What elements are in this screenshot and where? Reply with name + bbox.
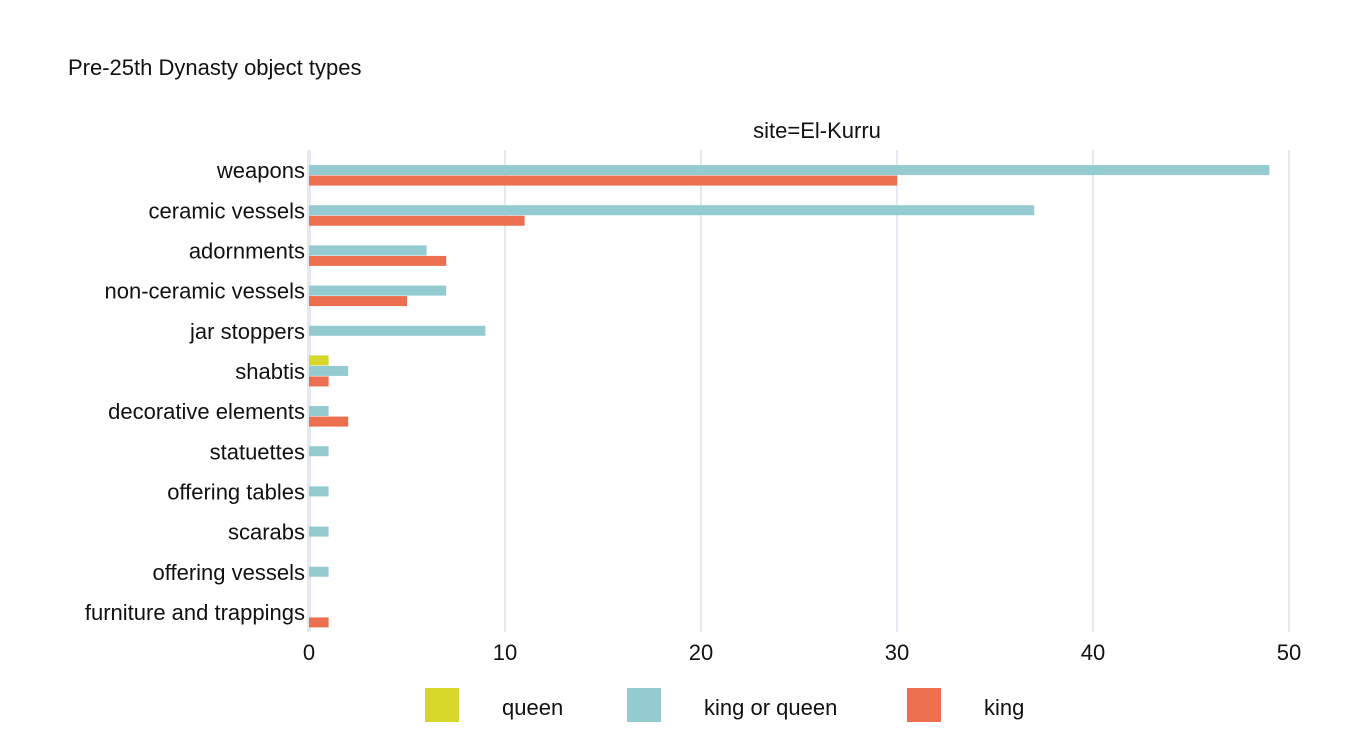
legend[interactable]: queen king or queen king: [425, 688, 1024, 722]
bar[interactable]: [309, 526, 329, 537]
bar[interactable]: [309, 325, 486, 336]
facet-label: site=El-Kurru: [753, 118, 881, 143]
bar[interactable]: [309, 175, 897, 186]
category-label: furniture and trappings: [85, 600, 305, 625]
bar[interactable]: [309, 165, 1270, 176]
x-tick-label: 20: [689, 640, 713, 665]
category-label: weapons: [216, 158, 305, 183]
bar[interactable]: [309, 205, 1035, 216]
bar[interactable]: [309, 296, 407, 307]
category-label: scarabs: [228, 520, 305, 545]
bar[interactable]: [309, 376, 329, 387]
category-label: shabtis: [235, 359, 305, 384]
category-labels: weapons ceramic vessels adornments non-cera…: [85, 158, 305, 625]
bar[interactable]: [309, 245, 427, 256]
legend-swatch: [425, 688, 459, 722]
category-label: jar stoppers: [189, 319, 305, 344]
x-tick-label: 30: [885, 640, 909, 665]
bar[interactable]: [309, 566, 329, 577]
category-label: ceramic vessels: [149, 198, 305, 223]
bar[interactable]: [309, 617, 329, 628]
category-label: offering vessels: [153, 560, 305, 585]
chart-title: Pre-25th Dynasty object types: [68, 55, 361, 80]
legend-label: queen: [502, 695, 563, 720]
legend-label: king or queen: [704, 695, 837, 720]
category-label: statuettes: [210, 439, 305, 464]
legend-item[interactable]: king or queen: [627, 688, 837, 722]
bar[interactable]: [309, 406, 329, 417]
legend-item[interactable]: king: [907, 688, 1024, 722]
bar[interactable]: [309, 365, 349, 376]
category-label: adornments: [189, 238, 305, 263]
bar[interactable]: [309, 215, 525, 226]
x-tick-label: 0: [303, 640, 315, 665]
category-label: non-ceramic vessels: [104, 279, 305, 304]
category-label: decorative elements: [108, 399, 305, 424]
category-label: offering tables: [167, 479, 305, 504]
bar[interactable]: [309, 446, 329, 457]
bar[interactable]: [309, 486, 329, 497]
x-tick-label: 50: [1277, 640, 1301, 665]
x-axis-ticks: 0 10 20 30 40 50: [303, 640, 1301, 665]
x-tick-label: 40: [1081, 640, 1105, 665]
legend-item[interactable]: queen: [425, 688, 563, 722]
bar[interactable]: [309, 416, 349, 427]
x-tick-label: 10: [493, 640, 517, 665]
legend-label: king: [984, 695, 1024, 720]
legend-swatch: [907, 688, 941, 722]
gridlines: [307, 150, 1290, 632]
legend-swatch: [627, 688, 661, 722]
bar[interactable]: [309, 285, 447, 296]
bars: [309, 165, 1270, 628]
bar[interactable]: [309, 255, 447, 266]
bar[interactable]: [309, 355, 329, 366]
